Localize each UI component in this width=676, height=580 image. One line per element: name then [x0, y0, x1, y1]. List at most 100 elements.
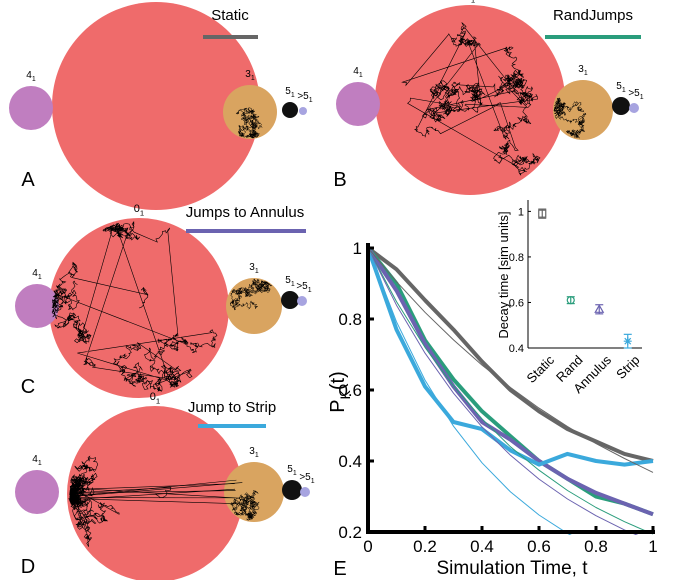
y-tick-label: 0.8: [338, 310, 362, 329]
inset-y-tick-label: 1: [518, 206, 524, 218]
knot-label: >51: [297, 91, 312, 104]
y-axis-label: PK(t): [327, 371, 353, 413]
x-tick-label: 0.6: [527, 537, 551, 556]
subscript: 1: [38, 274, 42, 281]
knot-region: [281, 291, 299, 309]
knot-label: 01: [134, 203, 144, 217]
marker: [594, 304, 605, 313]
knot-region: [612, 97, 630, 115]
data-line: [368, 246, 654, 517]
knot-region: [52, 2, 260, 210]
x-axis-label: Simulation Time, t: [437, 558, 589, 579]
panel-letter: B: [333, 169, 346, 191]
label-part: >5: [297, 91, 309, 102]
knot-label: 41: [32, 454, 42, 467]
label-part: >5: [299, 472, 311, 483]
jump: [71, 498, 246, 505]
knot-label: 01: [465, 0, 475, 4]
x-tick-label: 0: [363, 537, 372, 556]
subscript: 1: [584, 70, 588, 77]
label-part: 5: [285, 86, 291, 97]
subscript: 1: [308, 287, 312, 294]
panel-title: Jump to Strip: [188, 399, 276, 416]
subscript: 1: [32, 76, 36, 83]
label-part: 0: [150, 391, 156, 403]
subscript: 1: [38, 460, 42, 467]
knot-label: >51: [296, 281, 311, 294]
subscript: 1: [311, 478, 315, 485]
knot-region: [282, 102, 298, 118]
inset-x-tick-label: Static: [524, 352, 558, 386]
knot-region: [15, 284, 59, 328]
label-part: 4: [26, 70, 32, 81]
knot-region: [282, 480, 302, 500]
marker: [566, 296, 575, 305]
knot-region: [15, 470, 59, 514]
jump: [71, 482, 243, 497]
jump: [71, 490, 236, 494]
x-tick-label: 0.4: [470, 537, 494, 556]
y-tick-label: 0.4: [338, 452, 362, 471]
label-part: 0: [465, 0, 471, 2]
jump: [71, 487, 240, 499]
knot-label: 41: [26, 70, 36, 83]
knot-label: 01: [151, 0, 161, 1]
subscript: 1: [291, 92, 295, 99]
subscript: 1: [251, 75, 255, 82]
label-part: (t): [327, 371, 349, 390]
data-line: [368, 246, 654, 463]
x-tick-label: 0.2: [413, 537, 437, 556]
fit-line: [368, 247, 572, 535]
knot-label: 51: [616, 81, 626, 94]
label-part: 0: [134, 203, 140, 215]
label-part: 4: [32, 268, 38, 279]
knot-label: 41: [353, 66, 363, 79]
label-part: 4: [32, 454, 38, 465]
trajectory: [51, 221, 218, 392]
jump: [71, 483, 235, 490]
subscript: 1: [293, 470, 297, 477]
knot-region: [299, 107, 307, 115]
subscript: 1: [255, 268, 259, 275]
knot-label: 31: [245, 69, 255, 82]
inset-y-tick-label: 0.8: [509, 252, 524, 264]
label-part: 3: [249, 446, 255, 457]
marker: [623, 337, 632, 346]
label-part: 3: [578, 64, 584, 75]
plot-lines: [368, 246, 654, 535]
subscript: 1: [471, 0, 475, 4]
subscript: 1: [622, 87, 626, 94]
data-line: [368, 247, 654, 467]
label-part: P: [327, 399, 349, 412]
panel-title: Static: [211, 7, 249, 24]
trajectory: [235, 107, 263, 139]
label-part: >5: [296, 281, 308, 292]
subscript: 1: [640, 94, 644, 101]
label-part: 5: [616, 81, 622, 92]
subscript: 1: [309, 97, 313, 104]
inset-y-axis-label: Decay time [sim units]: [496, 211, 511, 338]
knot-label: 31: [249, 262, 259, 275]
fit-line: [368, 247, 639, 535]
panel-title: RandJumps: [553, 7, 633, 24]
knot-region: [9, 86, 53, 130]
inset-y-tick-label: 0.4: [509, 343, 524, 355]
inset-y-tick-label: 0.6: [509, 297, 524, 309]
fit-line: [368, 247, 654, 473]
knot-label: >51: [299, 472, 314, 485]
fit-line: [368, 247, 654, 535]
panel-letter: E: [333, 558, 346, 580]
knot-region: [629, 103, 639, 113]
subscript: 1: [359, 72, 363, 79]
knot-region: [336, 82, 380, 126]
subscript: 1: [255, 452, 259, 459]
panel-letter: C: [21, 376, 35, 398]
panel-letter: A: [21, 169, 35, 191]
label-part: 3: [249, 262, 255, 273]
marker: [538, 209, 547, 218]
knot-label: 51: [287, 464, 297, 477]
label-part: 3: [245, 69, 251, 80]
knot-region: [300, 487, 310, 497]
trajectory: [401, 22, 541, 176]
inset-x-tick-label: Strip: [613, 352, 643, 382]
